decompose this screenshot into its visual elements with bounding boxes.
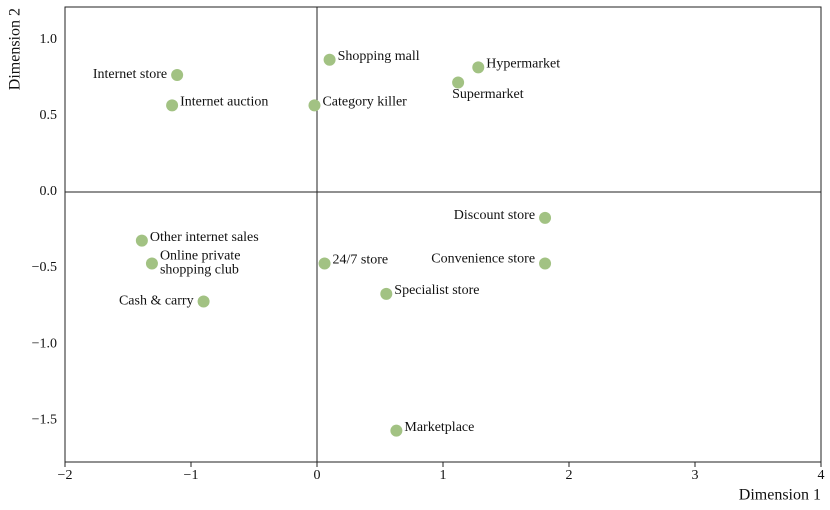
y-tick-label: 0.0 [40, 184, 58, 199]
x-tick-label: 4 [818, 468, 825, 483]
point-label: 24/7 store [333, 253, 389, 268]
y-tick-label: −1.5 [32, 412, 57, 427]
point [145, 257, 158, 270]
x-axis-title: Dimension 1 [739, 487, 821, 504]
point-label: Internet auction [180, 95, 268, 110]
y-axis-title: Dimension 2 [7, 8, 24, 90]
point-label: Category killer [322, 95, 407, 110]
point [472, 61, 485, 74]
x-tick-label: 3 [692, 468, 699, 483]
point [323, 53, 336, 66]
point [452, 76, 465, 89]
y-tick-label: 0.5 [40, 108, 58, 123]
point [166, 99, 179, 112]
point-label: Other internet sales [150, 230, 259, 245]
point-label: shopping club [160, 263, 239, 278]
point-label: Hypermarket [486, 57, 560, 72]
x-tick-label: 2 [566, 468, 573, 483]
point-label: Internet store [93, 67, 167, 82]
point-label: Marketplace [404, 420, 474, 435]
point-label: Discount store [454, 208, 535, 223]
point-label: Supermarket [452, 87, 524, 102]
point [539, 257, 552, 270]
point [380, 287, 393, 300]
point [318, 257, 331, 270]
point-label: Specialist store [394, 283, 479, 298]
point [390, 424, 403, 437]
point [135, 234, 148, 247]
x-tick-label: −1 [184, 468, 199, 483]
point [308, 99, 321, 112]
point [197, 295, 210, 308]
y-tick-label: −0.5 [32, 260, 57, 275]
x-tick-label: 0 [314, 468, 321, 483]
x-tick-label: −2 [58, 468, 73, 483]
point-label: Cash & carry [119, 294, 194, 309]
y-tick-label: −1.0 [32, 336, 57, 351]
point-label: Shopping mall [338, 49, 420, 64]
point [171, 68, 184, 81]
point-label: Online private [160, 249, 240, 264]
point [539, 211, 552, 224]
x-tick-label: 1 [440, 468, 447, 483]
y-tick-label: 1.0 [40, 32, 58, 47]
point-label: Convenience store [431, 252, 535, 267]
